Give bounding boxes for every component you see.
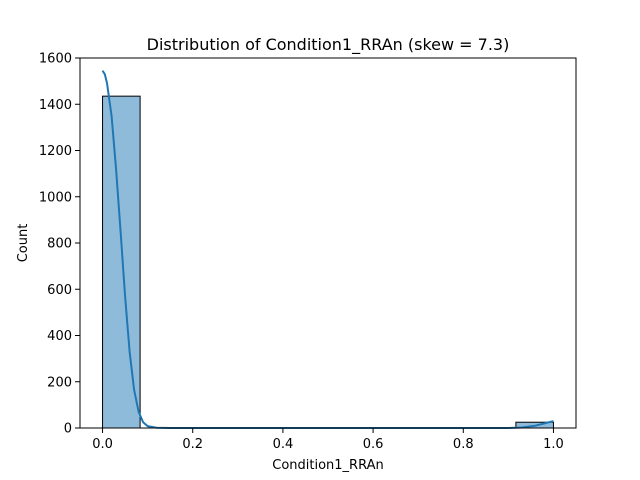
y-tick-label: 600: [47, 283, 72, 298]
y-axis-label: Count: [16, 224, 31, 263]
histogram-bar-0: [102, 95, 141, 429]
y-tick-label: 400: [47, 329, 72, 344]
x-tick-label: 0.8: [453, 437, 474, 452]
x-tick-label: 0.6: [363, 437, 384, 452]
x-axis-ticks: 0.0 0.2 0.4 0.6 0.8 1.0: [92, 428, 564, 452]
y-tick-label: 1200: [39, 144, 72, 159]
x-axis-label: Condition1_RRAn: [272, 458, 383, 473]
y-axis-ticks: 0 200 400 600 800 1000 1200 1400 1600: [39, 52, 80, 437]
kde-line: [101, 70, 554, 429]
histogram-bars: [102, 95, 554, 429]
x-tick-label: 0.0: [92, 437, 113, 452]
x-tick-label: 0.2: [182, 437, 203, 452]
y-tick-label: 200: [47, 375, 72, 390]
plot-frame: [79, 57, 577, 429]
y-tick-label: 1000: [39, 190, 72, 205]
chart-title: Distribution of Condition1_RRAn (skew = …: [147, 35, 510, 55]
x-tick-label: 0.4: [273, 437, 294, 452]
x-tick-label: 1.0: [543, 437, 564, 452]
y-tick-label: 1400: [39, 98, 72, 113]
y-tick-label: 800: [47, 237, 72, 252]
y-tick-label: 0: [64, 422, 72, 437]
y-tick-label: 1600: [39, 52, 72, 67]
